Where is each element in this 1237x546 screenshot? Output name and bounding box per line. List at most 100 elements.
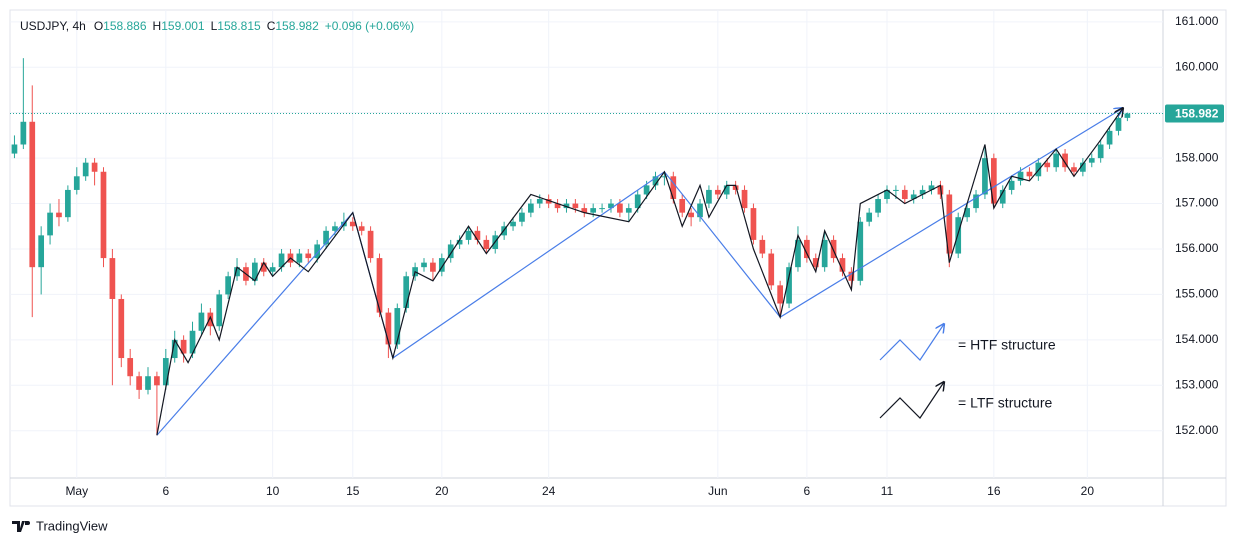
candle-body [821,239,828,268]
x-tick-label: May [65,484,88,498]
candle-body [136,376,142,390]
candle-body [180,339,187,354]
candle-body [162,358,169,386]
x-tick-label: 6 [804,484,811,498]
candle-body [1053,153,1060,168]
candle-body [296,253,303,263]
candle-body [661,176,668,178]
candle-body [385,312,392,345]
candle-body [367,230,374,259]
x-tick-label: Jun [708,484,727,498]
candle-body [643,185,650,195]
candle-body [510,221,516,227]
candle-body [171,339,178,359]
candle-body [866,212,873,222]
candle-body [723,185,730,195]
ohlc-label: C [267,19,276,33]
ohlc-label: H [153,19,162,33]
candle-body [750,208,757,240]
candle-body [1106,130,1113,145]
candle-body [305,253,312,259]
candle-body [714,189,721,195]
candle-body [225,276,231,295]
candle-body [91,162,98,172]
candle-body [536,199,543,204]
candle-body [528,203,534,213]
y-tick-label: 161.000 [1175,14,1219,28]
candle-body [1026,171,1033,177]
candle-body [118,298,125,359]
candle-body [358,226,365,231]
candle-body [590,208,597,213]
x-tick-label: 16 [987,484,1001,498]
legend-label: = LTF structure [958,395,1052,411]
candle-body [127,358,134,377]
change: +0.096 (+0.06%) [325,19,414,33]
candle-body [741,189,748,209]
candle-body [812,258,819,268]
candle-body [269,267,276,272]
candle-body [732,185,739,190]
candle-body [999,189,1006,204]
x-tick-label: 20 [1081,484,1095,498]
candle-body [982,158,988,195]
candle-body [581,208,588,213]
last-price-box [1165,104,1224,123]
candle-body [955,217,962,254]
candle-body [1071,167,1077,172]
header: USDJPY, 4h O158.886 H159.001 L158.815 C158.9… [20,19,414,33]
candle-body [910,194,917,200]
candle-body [706,189,712,204]
candle-body [759,239,766,254]
brand-name: TradingView [36,518,108,533]
candle-body [768,253,775,286]
candle-body [189,330,196,354]
candle-body [216,294,223,327]
candle-body [47,212,53,236]
candle-body [260,262,267,272]
candle-body [599,208,605,210]
candle-body [447,244,454,259]
candle-body [964,208,970,218]
candle-body [474,230,481,240]
candle-body [697,203,703,218]
y-tick-label: 154.000 [1175,332,1219,346]
structure-line [156,108,1123,436]
candle-body [109,258,116,299]
candle-body [20,121,27,145]
candle-body [901,189,908,200]
x-tick-label: 11 [881,484,894,498]
x-tick-label: 10 [266,484,280,498]
plot: = HTF structure = LTF structure 158.982 [10,58,1224,436]
candle-body [608,203,614,209]
y-tick-label: 153.000 [1175,377,1219,391]
candle-body [314,244,321,259]
candle-body [323,230,329,245]
y-tick-label: 157.000 [1175,196,1219,210]
candle-body [483,239,490,249]
candle-body [786,267,792,304]
legend-icon [879,324,944,361]
ohlc-label: O [94,19,103,33]
legend-label: = HTF structure [958,337,1056,353]
x-tick-label: 6 [162,484,169,498]
candle-body [848,271,855,281]
candle-body [679,199,686,213]
candle-body [545,199,552,204]
candle-body [430,262,436,272]
candle-body [1008,180,1015,190]
candle-body [65,189,71,218]
candle-body [1017,171,1024,181]
candle-body [875,199,881,213]
legend-icon [879,382,944,419]
candle-body [919,189,926,195]
candle-body [1097,144,1104,159]
y-tick-label: 155.000 [1175,287,1219,301]
candle-body [839,258,846,272]
candle-body [990,158,997,204]
candle-body [403,276,410,309]
candle-body [438,258,445,272]
candle-body [1115,117,1122,131]
candle-body [29,121,36,268]
